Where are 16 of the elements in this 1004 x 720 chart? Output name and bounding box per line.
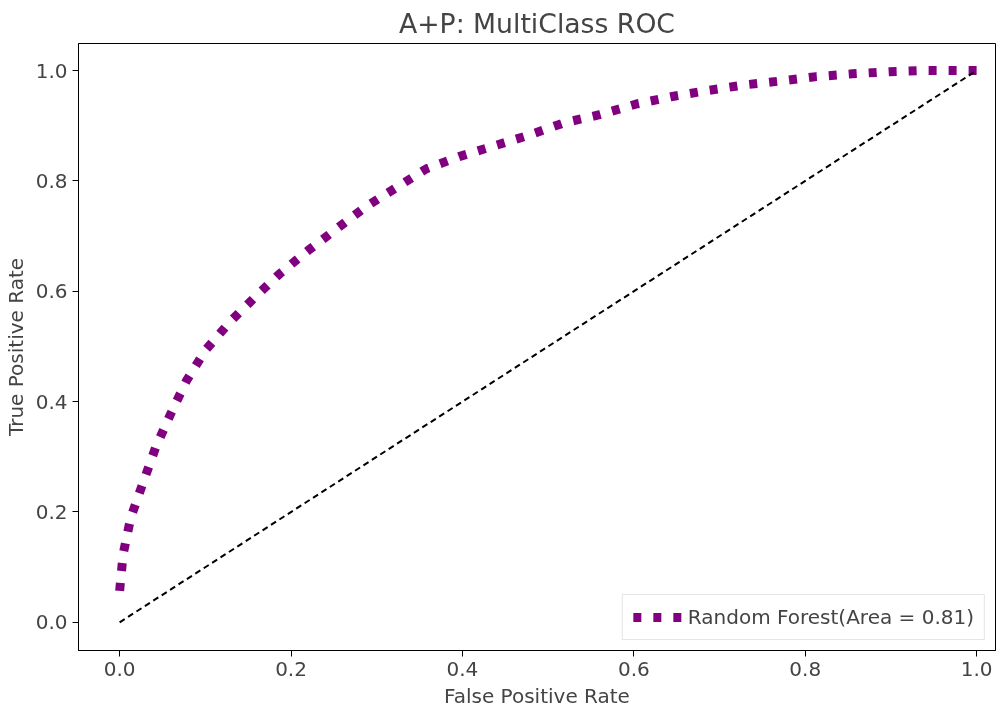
x-tick-label: 0.0 <box>103 656 136 681</box>
x-tick-label: 1.0 <box>960 656 993 681</box>
y-axis-title: True Positive Rate <box>3 257 28 438</box>
y-tick-label: 0.4 <box>35 389 68 414</box>
legend-label: Random Forest(Area = 0.81) <box>687 605 974 629</box>
y-tick-label: 0.8 <box>35 168 68 193</box>
y-tick-label: 0.2 <box>35 499 68 524</box>
x-axis-title: False Positive Rate <box>444 683 630 708</box>
y-tick-label: 1.0 <box>35 58 68 83</box>
chart-title: A+P: MultiClass ROC <box>399 7 675 39</box>
y-tick-label: 0.6 <box>35 279 68 304</box>
x-tick-label: 0.6 <box>617 656 650 681</box>
y-tick-label: 0.0 <box>35 610 68 635</box>
x-tick-label: 0.4 <box>446 656 479 681</box>
x-tick-label: 0.8 <box>789 656 822 681</box>
x-tick-label: 0.2 <box>275 656 307 681</box>
